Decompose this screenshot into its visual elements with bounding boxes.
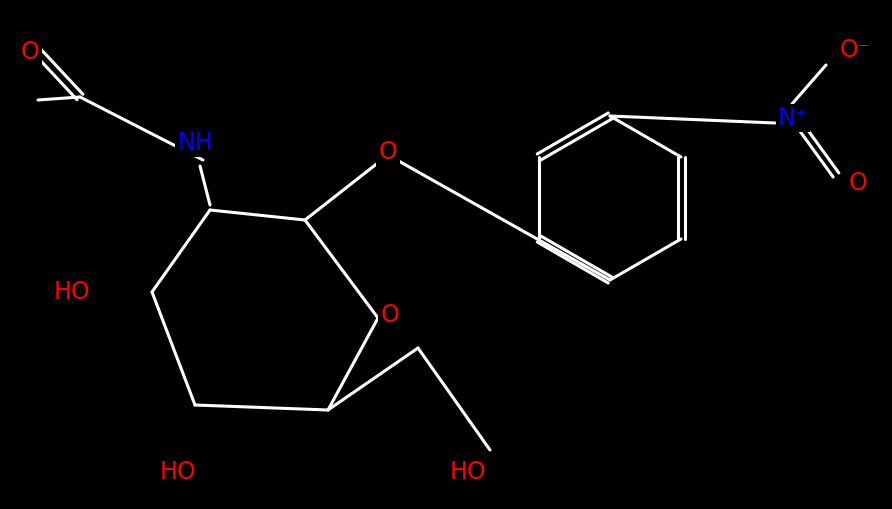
Text: O: O: [848, 171, 867, 195]
Text: HO: HO: [54, 280, 90, 304]
Text: O⁻: O⁻: [839, 38, 871, 62]
Text: HO: HO: [160, 460, 196, 484]
Text: O: O: [381, 303, 400, 327]
Text: NH: NH: [178, 131, 213, 155]
Text: HO: HO: [450, 460, 486, 484]
Text: O: O: [378, 140, 397, 164]
Text: O: O: [21, 40, 39, 64]
Text: N⁺: N⁺: [778, 106, 808, 130]
